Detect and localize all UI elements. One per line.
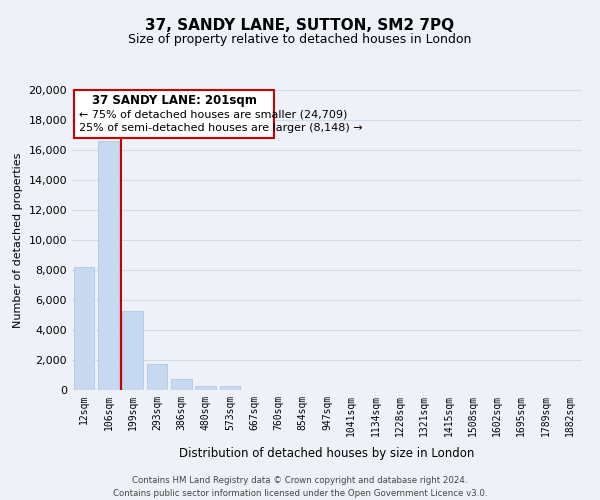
Bar [171, 379, 191, 390]
Bar [98, 141, 119, 390]
Bar [74, 267, 94, 390]
Bar [195, 386, 216, 390]
X-axis label: Distribution of detached houses by size in London: Distribution of detached houses by size … [179, 447, 475, 460]
Text: ← 75% of detached houses are smaller (24,709): ← 75% of detached houses are smaller (24… [79, 109, 347, 119]
Y-axis label: Number of detached properties: Number of detached properties [13, 152, 23, 328]
Text: 37 SANDY LANE: 201sqm: 37 SANDY LANE: 201sqm [92, 94, 256, 107]
Bar [146, 364, 167, 390]
Bar [122, 310, 143, 390]
Text: Size of property relative to detached houses in London: Size of property relative to detached ho… [128, 32, 472, 46]
Text: 37, SANDY LANE, SUTTON, SM2 7PQ: 37, SANDY LANE, SUTTON, SM2 7PQ [145, 18, 455, 32]
Text: 25% of semi-detached houses are larger (8,148) →: 25% of semi-detached houses are larger (… [79, 123, 363, 133]
Text: Contains HM Land Registry data © Crown copyright and database right 2024.
Contai: Contains HM Land Registry data © Crown c… [113, 476, 487, 498]
Bar [220, 386, 240, 390]
